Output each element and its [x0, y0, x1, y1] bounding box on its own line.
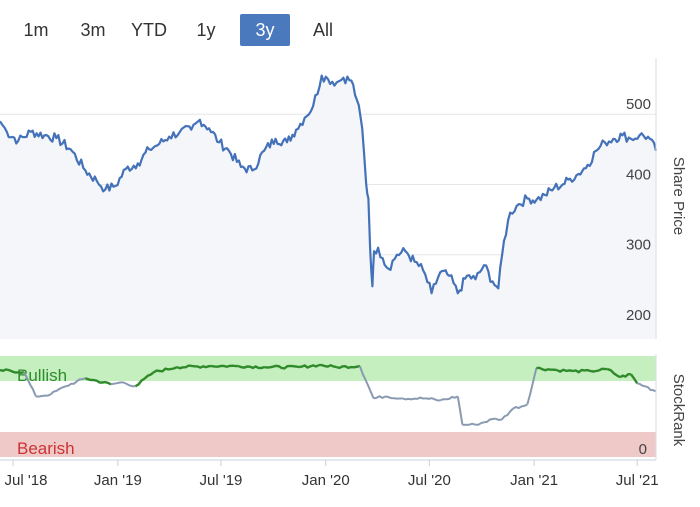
stockrank-segment: [462, 422, 476, 426]
stockrank-segment: [358, 365, 375, 399]
x-tick-label: Jan '20: [302, 472, 350, 489]
stockrank-segment: [439, 395, 459, 402]
x-tick-label: Jul '20: [408, 472, 451, 489]
range-button-3y[interactable]: 3y: [240, 14, 290, 46]
stockrank-segment: [263, 364, 300, 370]
stockrank-segment: [211, 364, 239, 369]
bearish-band: [0, 432, 656, 457]
stockrank-segment: [572, 368, 591, 374]
stockrank-segment: [238, 364, 265, 370]
stockrank-segment: [512, 403, 528, 410]
stockrank-segment: [590, 367, 608, 373]
stockrank-segment: [65, 377, 86, 388]
stockrank-segment: [23, 371, 37, 397]
x-tick-label: Jul '18: [5, 472, 48, 489]
stockrank-segment: [110, 381, 124, 386]
stockrank-segment: [35, 393, 52, 398]
stockrank-segment: [629, 373, 639, 384]
stockrank-segment: [495, 417, 502, 421]
x-tick-label: Jan '21: [510, 472, 558, 489]
stockrank-segment: [176, 364, 212, 370]
price-axis-label: Share Price: [670, 157, 687, 235]
y-tick-label-300: 300: [626, 237, 651, 254]
stockrank-segment: [50, 385, 66, 396]
stockrank-segment: [373, 395, 386, 400]
stockrank-segment: [318, 363, 337, 369]
stockrank-segment: [425, 397, 441, 402]
stockrank-segment: [153, 366, 178, 374]
x-tick-label: Jul '21: [616, 472, 659, 489]
range-button-ytd[interactable]: YTD: [131, 20, 167, 40]
stockrank-axis-label: StockRank: [670, 374, 687, 447]
x-tick-label: Jan '19: [94, 472, 142, 489]
stockrank-segment: [402, 396, 426, 401]
price-series-line: [0, 74, 658, 295]
stockrank-segment: [475, 417, 496, 426]
stockrank-segment: [556, 368, 574, 373]
stockrank-segment: [526, 367, 538, 405]
bullish-band: [0, 356, 656, 381]
stockrank-segment: [336, 364, 361, 370]
stockrank-segment: [644, 385, 657, 393]
y-tick-label-200: 200: [626, 307, 651, 324]
time-axis: Jul '18 Jan '19 Jul '19 Jan '20 Jul '20 Jan '…: [0, 459, 659, 489]
stockrank-panel: Bullish Bearish 0 StockRank: [0, 354, 687, 460]
x-tick-labels: Jul '18 Jan '19 Jul '19 Jan '20 Jul '20 Jan '…: [5, 460, 659, 489]
stockrank-segment: [298, 364, 320, 369]
stockrank-segment: [456, 396, 464, 425]
stockrank-series-line: [0, 363, 657, 426]
stockrank-zero-label: 0: [639, 441, 647, 458]
price-panel: 200 300 400 500 Share Price: [0, 58, 687, 339]
stockrank-segment: [619, 373, 631, 379]
price-y-tick-labels: 200 300 400 500: [626, 96, 651, 324]
bullish-label: Bullish: [17, 366, 67, 385]
stockrank-segment: [134, 371, 155, 388]
stockrank-segment: [385, 395, 403, 400]
stockrank-segment: [122, 381, 136, 388]
stockrank-segment: [636, 382, 646, 388]
range-button-3m[interactable]: 3m: [80, 20, 106, 40]
x-tick-label: Jul '19: [199, 472, 242, 489]
stockrank-segment: [536, 366, 558, 372]
bearish-label: Bearish: [17, 439, 75, 458]
range-button-1m[interactable]: 1m: [23, 20, 49, 40]
stockrank-segment: [500, 407, 514, 421]
range-button-all[interactable]: All: [312, 20, 333, 40]
stockrank-segment: [607, 367, 621, 379]
stockrank-segment: [84, 377, 112, 386]
range-selector: 1m 3m YTD 1y 3y All: [0, 12, 400, 50]
y-tick-label-400: 400: [626, 166, 651, 183]
range-button-1y[interactable]: 1y: [196, 20, 216, 40]
y-tick-label-500: 500: [626, 96, 651, 113]
stockrank-segment: [0, 368, 25, 375]
